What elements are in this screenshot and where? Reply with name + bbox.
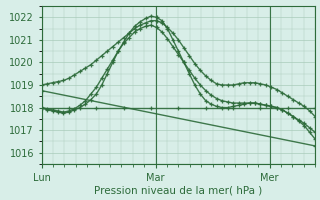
X-axis label: Pression niveau de la mer( hPa ): Pression niveau de la mer( hPa ) bbox=[94, 186, 262, 196]
